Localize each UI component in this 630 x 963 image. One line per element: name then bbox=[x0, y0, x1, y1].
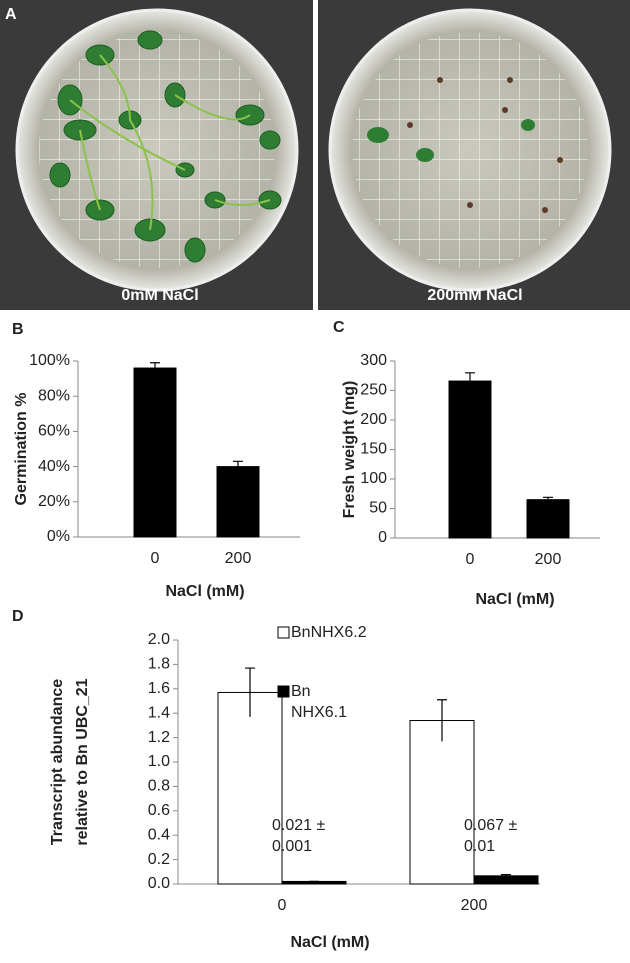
x-tick-label: 200 bbox=[535, 551, 562, 568]
y-tick-label: 0.8 bbox=[148, 778, 170, 795]
x-tick-label: 0 bbox=[151, 550, 160, 567]
panel-label: D bbox=[12, 608, 24, 625]
panel-label: B bbox=[12, 321, 24, 338]
error-bar bbox=[245, 667, 255, 717]
y-tick-label: 0.6 bbox=[148, 802, 170, 819]
y-tick-label: 200 bbox=[360, 411, 387, 428]
y-axis-title: Germination % bbox=[13, 393, 30, 506]
y-tick-label: 100 bbox=[360, 470, 387, 487]
panel-label: A bbox=[5, 6, 17, 23]
y-tick-label: 0% bbox=[47, 528, 70, 545]
y-tick-label: 0.2 bbox=[148, 851, 170, 868]
photo-left bbox=[0, 0, 313, 310]
y-tick-label: 1.4 bbox=[148, 704, 170, 721]
x-tick-label: 0 bbox=[278, 897, 287, 914]
value-label: 0.021 ± 0.001 bbox=[272, 817, 326, 856]
y-axis-title: Transcript abundance bbox=[49, 679, 66, 845]
photo-caption: 200mM NaCl bbox=[427, 287, 522, 304]
y-axis-title: Fresh weight (mg) bbox=[341, 381, 358, 519]
y-tick-label: 2.0 bbox=[148, 631, 170, 648]
y-tick-label: 80% bbox=[38, 387, 70, 404]
bar bbox=[217, 691, 283, 885]
y-tick-label: 0 bbox=[378, 529, 387, 546]
y-tick-label: 0.4 bbox=[148, 826, 170, 843]
x-axis-title: NaCl (mM) bbox=[165, 583, 244, 600]
y-tick-label: 1.6 bbox=[148, 680, 170, 697]
bar bbox=[473, 875, 539, 885]
y-axis-title: relative to Bn UBC_21 bbox=[74, 678, 91, 845]
x-tick-label: 200 bbox=[461, 897, 488, 914]
bar bbox=[133, 367, 177, 538]
x-axis-title: NaCl (mM) bbox=[475, 591, 554, 608]
error-bar bbox=[465, 372, 475, 390]
y-tick-label: 100% bbox=[29, 352, 70, 369]
y-tick-label: 300 bbox=[360, 352, 387, 369]
y-tick-label: 0.0 bbox=[148, 875, 170, 892]
value-label: 0.067 ± 0.01 bbox=[464, 817, 518, 856]
y-tick-label: 1.8 bbox=[148, 656, 170, 673]
y-tick-label: 60% bbox=[38, 423, 70, 440]
legend-label: Bn NHX6.1 bbox=[291, 683, 348, 721]
bar bbox=[216, 466, 260, 538]
error-bar bbox=[233, 460, 243, 472]
bar bbox=[409, 720, 475, 885]
error-bar bbox=[150, 362, 160, 374]
error-bar bbox=[437, 699, 447, 742]
x-tick-label: 200 bbox=[225, 550, 252, 567]
photo-caption: 0mM NaCl bbox=[121, 287, 198, 304]
y-tick-label: 150 bbox=[360, 441, 387, 458]
y-tick-label: 250 bbox=[360, 382, 387, 399]
legend-swatch bbox=[277, 685, 290, 698]
bar bbox=[448, 380, 492, 539]
panel-label: C bbox=[333, 319, 345, 336]
y-tick-label: 40% bbox=[38, 458, 70, 475]
legend-label: BnNHX6.2 bbox=[291, 624, 367, 641]
y-tick-label: 50 bbox=[369, 500, 387, 517]
y-tick-label: 20% bbox=[38, 493, 70, 510]
error-bar bbox=[543, 496, 553, 503]
x-tick-label: 0 bbox=[466, 551, 475, 568]
y-tick-label: 1.2 bbox=[148, 729, 170, 746]
bar bbox=[526, 499, 570, 539]
y-tick-label: 1.0 bbox=[148, 753, 170, 770]
photo-right bbox=[318, 0, 630, 310]
legend-swatch bbox=[277, 626, 290, 639]
x-axis-title: NaCl (mM) bbox=[290, 934, 369, 951]
error-bar bbox=[501, 874, 511, 878]
